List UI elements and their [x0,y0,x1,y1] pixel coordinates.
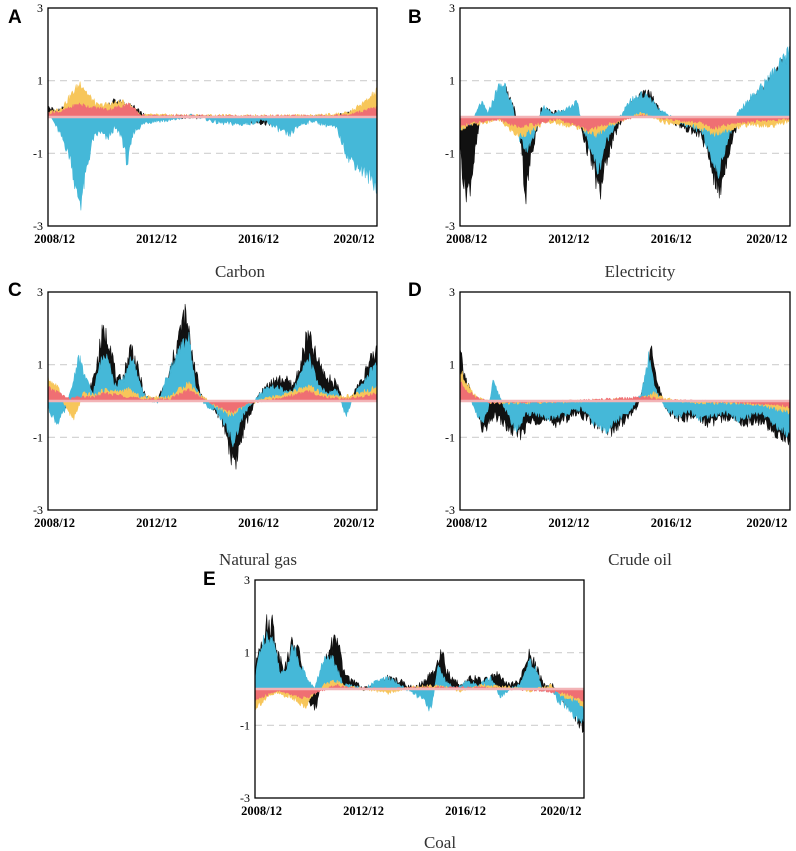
x-tick-label: 2012/12 [343,804,384,818]
panel-title: Natural gas [219,550,297,569]
y-tick-label: -1 [33,430,43,444]
x-tick-label: 2016/12 [238,232,279,246]
y-tick-label: 1 [244,646,250,660]
y-tick-label: 1 [449,74,455,88]
y-tick-label: 3 [449,1,455,15]
plot-frame [254,579,585,799]
x-tick-label: 2020/12 [540,804,581,818]
x-tick-label: 2008/12 [446,516,487,530]
x-tick-label: 2016/12 [651,232,692,246]
y-tick-label: -3 [33,219,43,233]
y-tick-label: 1 [37,74,43,88]
panel-letter: D [408,280,422,301]
x-tick-label: 2016/12 [445,804,486,818]
series-blue-area [48,331,377,448]
panel-title: Crude oil [608,550,672,569]
y-tick-label: 3 [37,1,43,15]
y-tick-label: 3 [449,285,455,299]
x-tick-label: 2020/12 [746,232,787,246]
plot-frame [47,291,378,511]
y-tick-label: -1 [445,146,455,160]
y-tick-label: -1 [33,146,43,160]
plot-frame [459,7,791,227]
y-tick-label: -3 [445,503,455,517]
panel-letter: A [8,7,22,28]
y-tick-label: -3 [445,219,455,233]
x-tick-label: 2020/12 [746,516,787,530]
y-tick-label: -1 [240,718,250,732]
series-blue-area [460,46,790,179]
y-tick-label: 3 [244,573,250,587]
x-tick-label: 2012/12 [136,232,177,246]
series-red-area [48,386,377,414]
y-tick-label: 3 [37,285,43,299]
series-blue-area [255,631,584,724]
panel-letter: B [408,7,422,28]
series-red-area [460,113,790,132]
panel-title: Carbon [215,262,266,281]
series-blue-area [460,351,790,438]
plot-frame [47,7,378,227]
panel-title: Electricity [605,262,676,281]
x-tick-label: 2012/12 [136,516,177,530]
x-tick-label: 2008/12 [446,232,487,246]
series-total-area [460,345,790,446]
series-blue-area [48,113,377,211]
y-tick-label: 1 [37,358,43,372]
x-tick-label: 2016/12 [238,516,279,530]
y-tick-label: 1 [449,358,455,372]
series-total-area [255,614,584,733]
panel-title: Coal [424,833,456,851]
x-tick-label: 2008/12 [34,516,75,530]
x-tick-label: 2020/12 [333,516,374,530]
x-tick-label: 2016/12 [651,516,692,530]
panel-letter: E [203,569,216,590]
y-tick-label: -3 [240,791,250,805]
y-tick-label: -3 [33,503,43,517]
panel-letter: C [8,280,22,301]
y-tick-label: -1 [445,430,455,444]
plot-frame [459,291,791,511]
x-tick-label: 2020/12 [333,232,374,246]
x-tick-label: 2012/12 [548,516,589,530]
x-tick-label: 2008/12 [34,232,75,246]
x-tick-label: 2008/12 [241,804,282,818]
x-tick-label: 2012/12 [548,232,589,246]
